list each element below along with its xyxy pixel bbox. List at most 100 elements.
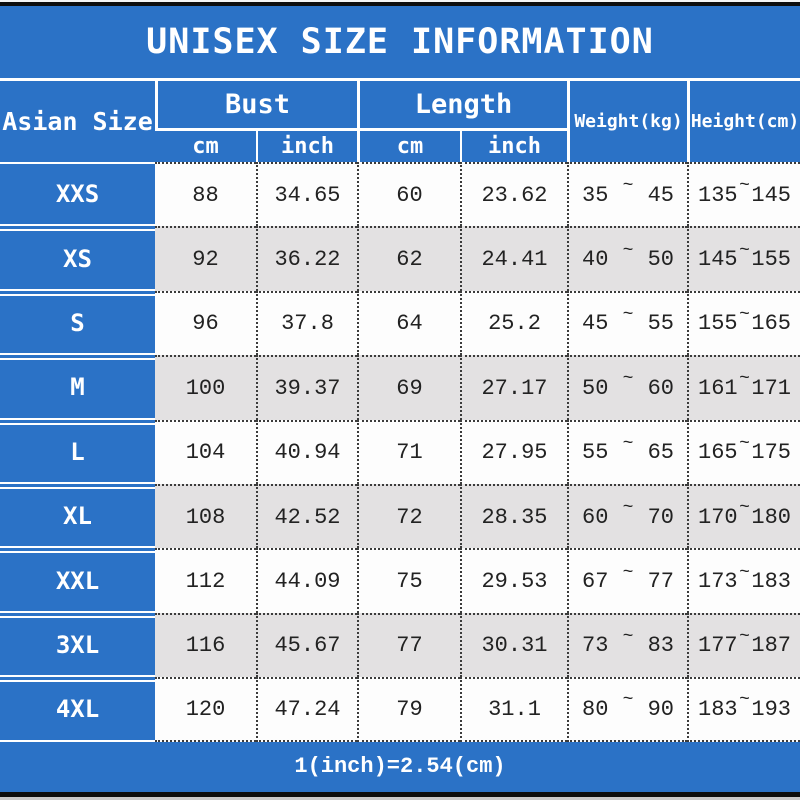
height-min: 155 <box>698 311 738 337</box>
tilde-symbol: ~ <box>622 176 634 197</box>
height-range: 183 ~193 <box>687 677 800 742</box>
height-min: 145 <box>698 247 738 273</box>
weight-min: 50 <box>582 375 609 401</box>
tilde-symbol: ~ <box>739 304 750 325</box>
height-max: 171 <box>751 375 791 401</box>
length-inch-value: 28.35 <box>460 483 567 549</box>
height-min: 173 <box>698 569 738 595</box>
tilde-symbol: ~ <box>739 498 750 519</box>
tilde-symbol: ~ <box>739 369 750 390</box>
size-label: 3XL <box>0 612 155 678</box>
weight-min: 35 <box>582 182 609 208</box>
height-max: 193 <box>751 696 791 722</box>
weight-max: 90 <box>647 696 674 722</box>
column-group-bust: Bust <box>155 81 357 131</box>
height-min: 177 <box>698 633 738 659</box>
weight-max: 70 <box>647 504 674 530</box>
weight-range: 55 ~65 <box>567 419 687 484</box>
height-range: 170 ~180 <box>687 483 800 549</box>
tilde-symbol: ~ <box>739 176 750 197</box>
height-range: 135 ~145 <box>687 162 800 227</box>
height-min: 170 <box>698 504 738 530</box>
bust-inch-value: 44.09 <box>256 548 357 613</box>
table-row: XL 108 42.52 72 28.35 60 ~70 170 ~180 <box>0 483 800 549</box>
table-row: XXL 112 44.09 75 29.53 67 ~77 173 ~183 <box>0 548 800 614</box>
bust-cm-value: 104 <box>155 419 256 484</box>
subheader-bust-inch: inch <box>256 131 357 162</box>
height-min: 183 <box>698 696 738 722</box>
size-label: L <box>0 419 155 485</box>
length-inch-value: 31.1 <box>460 677 567 742</box>
length-inch-value: 27.17 <box>460 355 567 420</box>
bust-inch-value: 39.37 <box>256 355 357 420</box>
conversion-note: 1(inch)=2.54(cm) <box>294 754 506 780</box>
page-title: UNISEX SIZE INFORMATION <box>146 22 654 62</box>
tilde-symbol: ~ <box>739 562 750 583</box>
size-label: M <box>0 355 155 420</box>
bust-inch-value: 40.94 <box>256 419 357 484</box>
length-inch-value: 24.41 <box>460 226 567 291</box>
tilde-symbol: ~ <box>622 240 634 261</box>
size-label: XL <box>0 483 155 549</box>
table-body: XXS 88 34.65 60 23.62 35 ~45 135 ~145 XS 9… <box>0 162 800 742</box>
bust-inch-value: 47.24 <box>256 677 357 742</box>
weight-max: 45 <box>647 182 674 208</box>
bust-inch-value: 36.22 <box>256 226 357 291</box>
weight-min: 60 <box>582 504 609 530</box>
length-inch-value: 25.2 <box>460 290 567 356</box>
height-max: 155 <box>751 247 791 273</box>
tilde-symbol: ~ <box>622 690 634 711</box>
subheader-length-inch: inch <box>460 131 567 162</box>
length-inch-value: 29.53 <box>460 548 567 613</box>
length-cm-value: 79 <box>357 677 460 742</box>
table-row: XS 92 36.22 62 24.41 40 ~50 145 ~155 <box>0 226 800 292</box>
table-row: 3XL 116 45.67 77 30.31 73 ~83 177 ~187 <box>0 612 800 678</box>
bust-cm-value: 120 <box>155 677 256 742</box>
length-cm-value: 77 <box>357 612 460 678</box>
tilde-symbol: ~ <box>622 433 634 454</box>
column-header-height: Height(cm) <box>687 81 800 162</box>
size-label: XXL <box>0 548 155 614</box>
top-edge-strip <box>0 0 800 2</box>
table-row: 4XL 120 47.24 79 31.1 80 ~90 183 ~193 <box>0 677 800 742</box>
length-cm-value: 71 <box>357 419 460 484</box>
bust-inch-value: 34.65 <box>256 162 357 227</box>
height-min: 135 <box>698 182 738 208</box>
size-label: XXS <box>0 162 155 227</box>
height-max: 187 <box>751 633 791 659</box>
table-row: XXS 88 34.65 60 23.62 35 ~45 135 ~145 <box>0 162 800 227</box>
length-cm-value: 72 <box>357 483 460 549</box>
weight-min: 73 <box>582 633 609 659</box>
bust-cm-value: 108 <box>155 483 256 549</box>
weight-range: 60 ~70 <box>567 483 687 549</box>
column-header-asian-size: Asian Size <box>2 107 153 136</box>
bust-inch-value: 42.52 <box>256 483 357 549</box>
weight-max: 55 <box>647 311 674 337</box>
column-header-weight: Weight(kg) <box>567 81 687 162</box>
weight-min: 40 <box>582 247 609 273</box>
weight-max: 77 <box>647 569 674 595</box>
height-min: 161 <box>698 375 738 401</box>
height-range: 165 ~175 <box>687 419 800 484</box>
footer-banner: 1(inch)=2.54(cm) <box>0 741 800 792</box>
tilde-symbol: ~ <box>739 690 750 711</box>
column-group-length: Length <box>357 81 567 131</box>
tilde-symbol: ~ <box>622 498 634 519</box>
subheader-length-cm: cm <box>357 131 460 162</box>
length-cm-value: 69 <box>357 355 460 420</box>
weight-min: 80 <box>582 696 609 722</box>
size-label: S <box>0 290 155 356</box>
height-max: 175 <box>751 440 791 466</box>
tilde-symbol: ~ <box>622 304 634 325</box>
table-row: M 100 39.37 69 27.17 50 ~60 161 ~171 <box>0 355 800 420</box>
tilde-symbol: ~ <box>622 626 634 647</box>
title-banner: UNISEX SIZE INFORMATION <box>0 6 800 78</box>
weight-max: 83 <box>647 633 674 659</box>
table-header: Asian Size Bust Length Weight(kg) Height… <box>0 78 800 162</box>
top-black-bar <box>0 2 800 6</box>
length-cm-value: 62 <box>357 226 460 291</box>
bust-cm-value: 116 <box>155 612 256 678</box>
bust-inch-value: 37.8 <box>256 290 357 356</box>
height-max: 165 <box>751 311 791 337</box>
bust-cm-value: 112 <box>155 548 256 613</box>
